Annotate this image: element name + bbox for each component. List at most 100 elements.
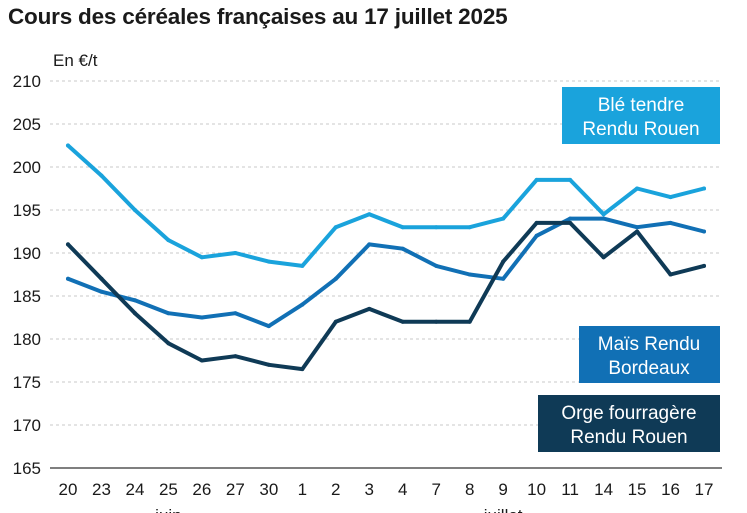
data-point: [66, 143, 70, 148]
data-point: [333, 276, 338, 281]
data-point: [702, 229, 706, 234]
y-tick-label: 170: [13, 416, 41, 435]
x-tick-label: 17: [695, 480, 714, 499]
data-point: [132, 208, 137, 212]
x-tick-label: 25: [159, 480, 178, 499]
data-point: [601, 216, 606, 221]
x-tick-label: 1: [298, 480, 307, 499]
y-tick-label: 195: [13, 201, 41, 220]
series-label-text: Rendu Rouen: [582, 119, 699, 140]
data-point: [467, 225, 472, 230]
y-axis-unit-label: En €/t: [53, 51, 98, 70]
x-tick-label: 7: [431, 480, 440, 499]
data-point: [300, 263, 305, 268]
data-point: [166, 341, 171, 346]
data-point: [300, 367, 305, 372]
data-point: [534, 220, 539, 225]
data-point: [266, 324, 271, 329]
series-label-text: Blé tendre: [598, 95, 685, 116]
data-point: [99, 173, 104, 178]
x-tick-label: 15: [628, 480, 647, 499]
y-tick-label: 200: [13, 158, 41, 177]
x-tick-label: 14: [594, 480, 613, 499]
x-tick-label: 24: [125, 480, 144, 499]
data-point: [467, 319, 472, 324]
data-point: [568, 220, 573, 225]
x-tick-label: 27: [226, 480, 245, 499]
series-label-text: Maïs Rendu: [598, 334, 700, 355]
series-line-0: [66, 143, 706, 268]
data-point: [668, 220, 673, 225]
y-tick-label: 205: [13, 115, 41, 134]
series-line-2: [66, 220, 706, 372]
data-point: [400, 225, 405, 230]
x-tick-label: 23: [92, 480, 111, 499]
series-label-box-0: [562, 87, 720, 144]
data-point: [501, 259, 506, 264]
y-tick-label: 210: [13, 72, 41, 91]
data-point: [601, 255, 606, 260]
data-point: [534, 177, 539, 182]
y-tick-label: 185: [13, 287, 41, 306]
x-tick-label: 9: [498, 480, 507, 499]
data-point: [434, 225, 439, 230]
x-tick-label: 11: [561, 480, 579, 499]
data-point: [333, 225, 338, 230]
data-point: [132, 311, 137, 316]
data-point: [501, 216, 506, 221]
month-label: juin: [154, 506, 181, 513]
data-point: [233, 354, 238, 359]
y-tick-label: 190: [13, 244, 41, 263]
data-point: [166, 238, 171, 243]
data-point: [266, 259, 271, 264]
data-point: [99, 289, 104, 294]
x-tick-label: 4: [398, 480, 407, 499]
series-label-text: Bordeaux: [608, 358, 690, 379]
data-point: [333, 319, 338, 324]
data-point: [99, 276, 104, 281]
data-point: [199, 315, 204, 320]
x-tick-label: 10: [527, 480, 546, 499]
data-point: [668, 272, 673, 277]
series-label-text: Rendu Rouen: [570, 427, 687, 448]
data-point: [266, 362, 271, 367]
month-label: juillet: [483, 506, 523, 513]
x-tick-label: 8: [465, 480, 474, 499]
data-point: [199, 358, 204, 363]
data-point: [635, 229, 640, 234]
series-label-box-2: [538, 395, 720, 452]
data-point: [467, 272, 472, 277]
data-point: [601, 212, 606, 217]
data-point: [568, 216, 573, 221]
data-point: [166, 311, 171, 316]
data-point: [668, 195, 673, 200]
data-point: [635, 225, 640, 230]
data-point: [66, 276, 70, 281]
chart-title: Cours des céréales françaises au 17 juil…: [8, 4, 508, 29]
series-line-1: [66, 216, 706, 329]
x-axis-ticks: 20 23 24 25 26 27 30 1 2 3 4 7 8 9 10 11 14 15 16 17: [59, 480, 714, 499]
x-tick-label: 30: [259, 480, 278, 499]
data-point: [199, 255, 204, 260]
series-label-box-1: [579, 326, 720, 383]
data-point: [400, 319, 405, 324]
data-point: [568, 177, 573, 182]
data-point: [702, 263, 706, 268]
data-point: [66, 242, 70, 247]
data-point: [400, 246, 405, 251]
x-tick-label: 20: [59, 480, 78, 499]
y-axis-ticks: 165 170 175 180 185 190 195 200 205 210: [13, 72, 41, 478]
data-point: [367, 242, 372, 247]
series-label-text: Orge fourragère: [561, 403, 696, 424]
y-tick-label: 175: [13, 373, 41, 392]
data-point: [233, 251, 238, 255]
data-point: [434, 263, 439, 268]
x-tick-label: 16: [661, 480, 680, 499]
data-point: [702, 186, 706, 191]
data-point: [367, 212, 372, 217]
x-tick-label: 3: [365, 480, 374, 499]
data-point: [635, 186, 640, 191]
series-labels: Blé tendre Rendu Rouen Maïs Rendu Bordeaux O…: [538, 87, 720, 452]
month-labels: juin juillet: [154, 506, 523, 513]
data-point: [300, 302, 305, 307]
